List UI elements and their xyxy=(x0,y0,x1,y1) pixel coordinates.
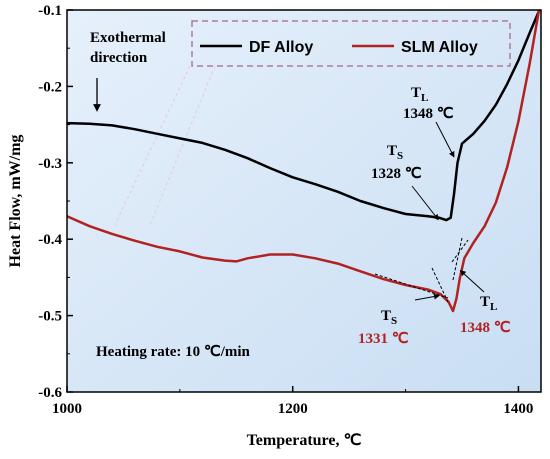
series-line-slm-alloy xyxy=(67,10,541,313)
x-tick-label-1400: 1400 xyxy=(503,401,533,417)
y-tick-label--0.6: -0.6 xyxy=(38,385,62,401)
y-tick-label--0.1: -0.1 xyxy=(38,3,62,19)
direction-label: direction xyxy=(90,50,148,66)
df-ts-label: TS xyxy=(387,143,403,162)
x-tick-label-1200: 1200 xyxy=(278,401,308,417)
tangent-tl-slm-2 xyxy=(451,239,469,263)
df-tl-pointer xyxy=(435,121,455,158)
tangent-lines xyxy=(374,237,469,303)
decorative-guides xyxy=(114,65,216,226)
df-ts-value: 1328 ℃ xyxy=(371,166,422,182)
x-axis-title: Temperature, ℃ xyxy=(247,432,362,449)
legend: DF Alloy SLM Alloy xyxy=(191,20,511,67)
exothermal-label: Exothermal xyxy=(90,30,166,46)
x-axis: 1000 1200 1400 xyxy=(52,386,533,417)
legend-label-slm: SLM Alloy xyxy=(401,39,478,56)
y-tick-label--0.2: -0.2 xyxy=(38,79,62,95)
slm-tl-label: TL xyxy=(480,294,497,313)
slm-tl-pointer xyxy=(459,269,485,293)
slm-ts-value: 1331 ℃ xyxy=(358,331,409,347)
legend-label-df: DF Alloy xyxy=(249,39,313,56)
slm-ts-pointer xyxy=(414,293,440,301)
slm-tl-value: 1348 ℃ xyxy=(460,320,511,336)
tangent-ts-slm-2 xyxy=(431,267,449,303)
tangent-tl-slm-1 xyxy=(452,237,463,281)
df-tl-value: 1348 ℃ xyxy=(403,106,454,122)
y-axis: -0.6 -0.5 -0.4 -0.3 -0.2 -0.1 xyxy=(38,3,73,401)
df-tl-label: TL xyxy=(411,85,428,104)
heating-rate-label: Heating rate: 10 ℃/min xyxy=(96,344,251,360)
x-tick-label-1000: 1000 xyxy=(52,401,82,417)
y-tick-label--0.3: -0.3 xyxy=(38,156,62,172)
y-tick-label--0.4: -0.4 xyxy=(38,232,62,248)
df-ts-pointer xyxy=(411,185,439,221)
tangent-ts-slm-1 xyxy=(374,273,449,299)
y-axis-title: Heat Flow, mW/mg xyxy=(7,135,24,268)
y-tick-label--0.5: -0.5 xyxy=(38,309,62,325)
series-line-df-alloy xyxy=(67,10,541,222)
slm-ts-label: TS xyxy=(381,308,397,327)
legend-box xyxy=(191,20,511,67)
plot-area xyxy=(67,10,541,392)
